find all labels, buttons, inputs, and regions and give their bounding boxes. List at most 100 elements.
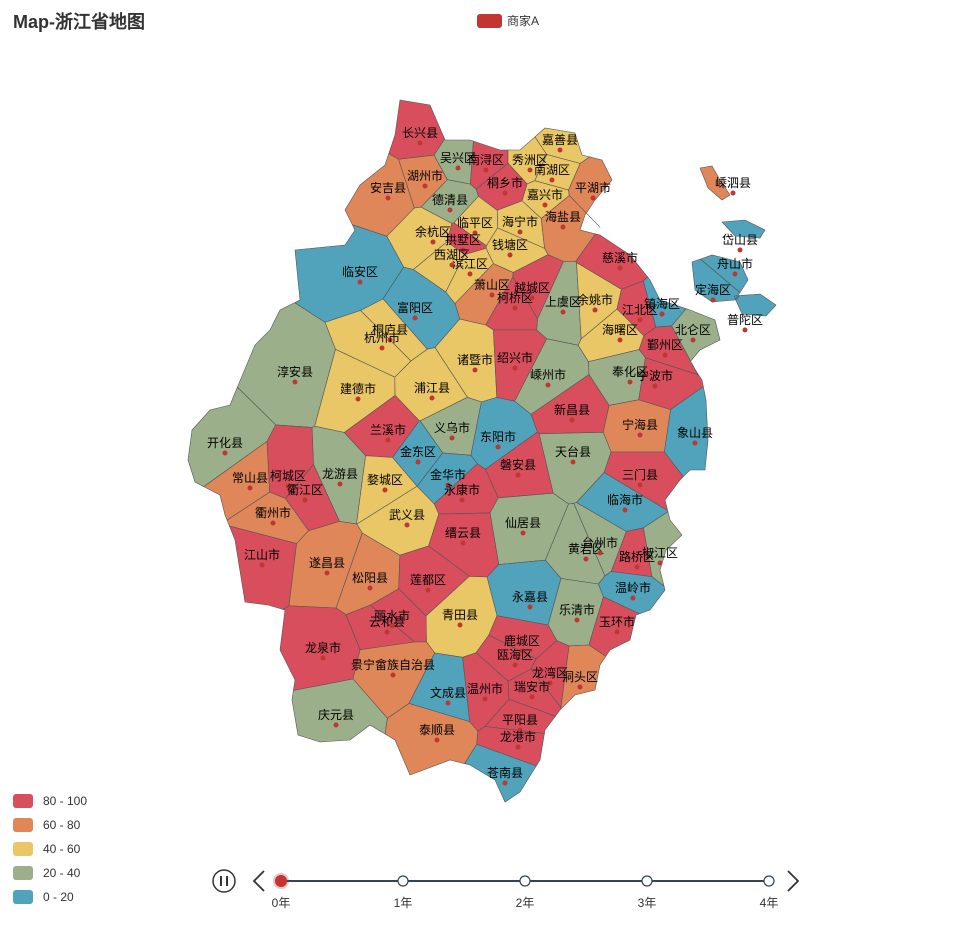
region[interactable] [664, 386, 709, 478]
region-marker [560, 309, 566, 315]
region-marker [337, 481, 343, 487]
legend-label[interactable]: 商家A [507, 13, 539, 28]
region-marker [515, 472, 521, 478]
next-button[interactable] [787, 870, 800, 892]
region[interactable] [671, 308, 721, 377]
region-marker [270, 520, 276, 526]
region-label: 衢州市 [255, 505, 291, 520]
region-marker [614, 629, 620, 635]
region-marker [460, 247, 466, 253]
region-marker [357, 279, 363, 285]
timeline: 0年 1年 2年 3年 4年 [212, 869, 800, 910]
region-label: 瑞安市 [514, 679, 550, 694]
visual-map-swatch[interactable] [13, 818, 33, 832]
region-marker [445, 482, 451, 488]
region[interactable] [507, 668, 562, 717]
region-label: 松阳县 [352, 571, 388, 585]
region-marker [382, 487, 388, 493]
timeline-label[interactable]: 1年 [394, 896, 413, 910]
visual-map-swatch[interactable] [13, 794, 33, 808]
timeline-label[interactable]: 4年 [760, 896, 779, 910]
timeline-point[interactable] [519, 875, 531, 887]
pause-icon [226, 876, 228, 886]
region-marker [527, 604, 533, 610]
region-marker [415, 459, 421, 465]
timeline-point[interactable] [763, 875, 775, 887]
region-label: 庆元县 [318, 708, 354, 722]
region-label: 桐乡市 [487, 175, 523, 190]
region[interactable] [735, 293, 777, 317]
region-label: 宁波市 [637, 368, 673, 383]
chart-title: Map-浙江省地图 [13, 11, 145, 32]
region-label: 温州市 [467, 681, 503, 696]
timeline-point[interactable] [641, 875, 653, 887]
region[interactable] [369, 588, 427, 643]
region-label: 泰顺县 [419, 723, 455, 737]
region-label: 柯桥区 [497, 291, 533, 305]
region-label: 永嘉县 [512, 590, 548, 604]
region-label: 绍兴市 [497, 350, 533, 365]
region-label: 武义县 [389, 508, 425, 522]
region-label: 诸暨市 [457, 352, 493, 367]
region-label: 莲都区 [410, 573, 446, 587]
visual-map-swatch[interactable] [13, 842, 33, 856]
region[interactable] [464, 744, 537, 803]
region-marker [502, 780, 508, 786]
play-button[interactable] [212, 869, 236, 893]
region-label: 龙湾区 [532, 665, 568, 680]
region-marker [507, 252, 513, 258]
region-label: 萧山区 [474, 278, 510, 292]
region[interactable] [291, 678, 388, 743]
region[interactable] [699, 165, 731, 201]
timeline-label[interactable]: 2年 [516, 896, 535, 910]
region-marker [659, 311, 665, 317]
region-label: 遂昌县 [309, 556, 345, 570]
region-marker [549, 177, 555, 183]
timeline-label[interactable]: 3年 [638, 896, 657, 910]
region-label: 南湖区 [534, 162, 570, 177]
region-marker [489, 292, 495, 298]
visual-map-swatch[interactable] [13, 890, 33, 904]
visual-map-label[interactable]: 40 - 60 [43, 842, 81, 856]
region-label: 江北区 [622, 303, 658, 317]
region-label: 浦江县 [414, 381, 450, 395]
region[interactable] [588, 596, 641, 657]
region-marker [652, 383, 658, 389]
visual-map-label[interactable]: 80 - 100 [43, 794, 87, 808]
region-label: 洞头区 [562, 670, 598, 684]
region-label: 青田县 [442, 608, 478, 622]
region-label: 新昌县 [554, 402, 590, 417]
region-label: 磐安县 [500, 457, 536, 472]
region-label: 乐清市 [559, 602, 595, 617]
region-marker [355, 396, 361, 402]
region-marker [320, 655, 326, 661]
region-marker [222, 450, 228, 456]
visual-map-label[interactable]: 60 - 80 [43, 818, 81, 832]
region-marker [529, 694, 535, 700]
region-label: 临安区 [342, 264, 378, 279]
visual-map-label[interactable]: 20 - 40 [43, 866, 81, 880]
timeline-label[interactable]: 0年 [272, 896, 291, 910]
region-label: 余杭区 [415, 224, 451, 239]
region-label: 慈溪市 [602, 250, 638, 265]
legend-swatch[interactable] [477, 14, 502, 28]
region-label: 义乌市 [434, 420, 470, 435]
visual-map-swatch[interactable] [13, 866, 33, 880]
region-marker [637, 432, 643, 438]
region-marker [574, 617, 580, 623]
visual-map-label[interactable]: 0 - 20 [43, 890, 74, 904]
region[interactable] [721, 219, 766, 239]
region-label: 平阳县 [502, 713, 538, 727]
region-label: 三门县 [622, 467, 658, 482]
region-marker [482, 696, 488, 702]
timeline-point[interactable] [397, 875, 409, 887]
region-marker [617, 265, 623, 271]
region-label: 上虞区 [545, 295, 581, 309]
prev-button[interactable] [252, 870, 265, 892]
region-label: 天台县 [555, 444, 591, 459]
region-label: 丽水市 [374, 608, 410, 623]
region-label: 金东区 [400, 444, 436, 459]
timeline-point[interactable] [275, 875, 287, 887]
region[interactable] [568, 156, 613, 228]
map-labels: 长兴县吴兴区南浔区 嘉善县秀洲区南湖区 湖州市安吉县 桐乡市嘉兴市 平湖市德清县海宁市海… [207, 126, 763, 786]
